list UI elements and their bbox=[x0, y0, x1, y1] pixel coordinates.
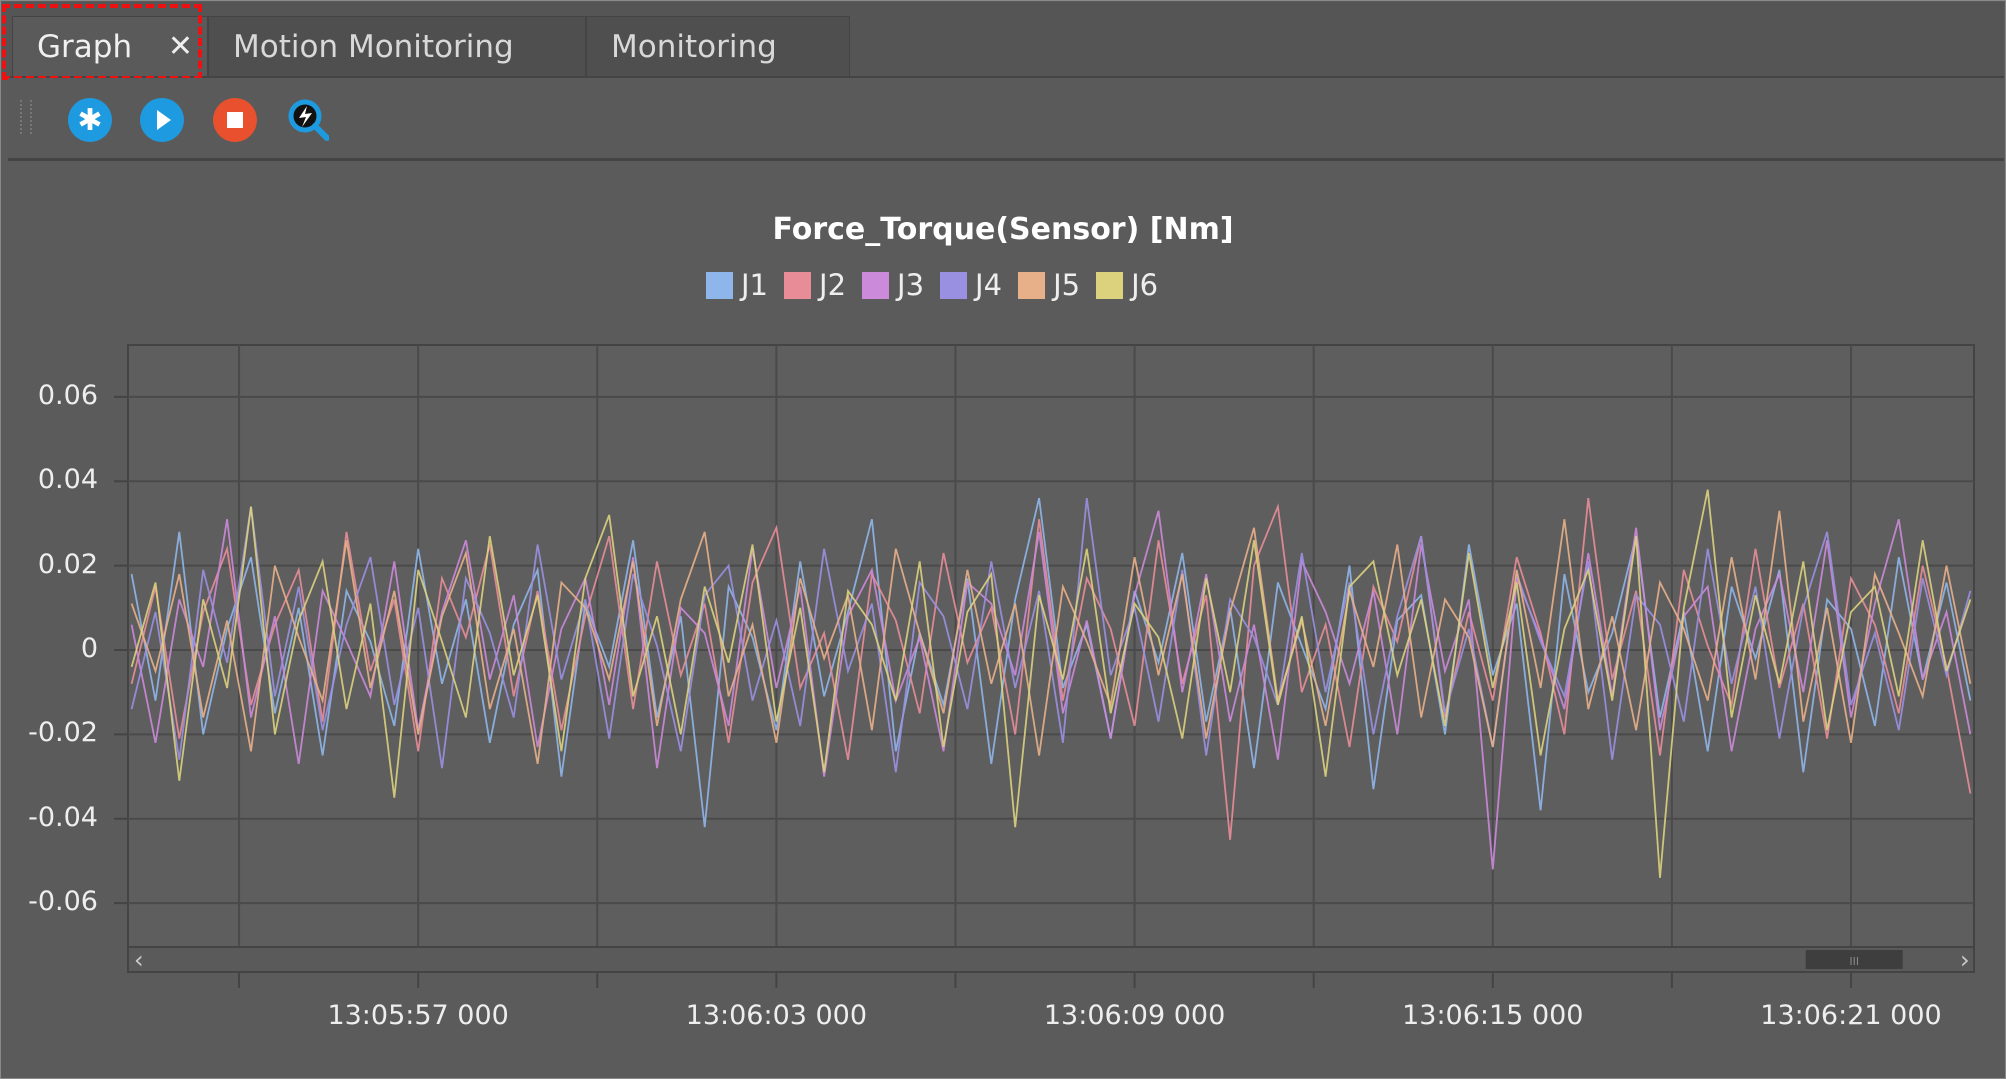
legend: J1 J2 J3 J4 J5 J6 bbox=[706, 268, 1158, 302]
play-icon[interactable] bbox=[140, 98, 184, 142]
scrollbar-thumb[interactable] bbox=[1805, 950, 1903, 969]
legend-label: J3 bbox=[897, 268, 925, 302]
legend-swatch bbox=[1096, 271, 1124, 299]
legend-label: J4 bbox=[975, 268, 1003, 302]
scrollbar-grip-icon: III bbox=[1849, 955, 1859, 968]
legend-swatch bbox=[862, 271, 890, 299]
y-tick-label: 0 bbox=[80, 633, 98, 664]
series-line-j1 bbox=[130, 497, 1972, 828]
scroll-left-arrow[interactable]: ‹ bbox=[134, 946, 144, 974]
series-line-j2 bbox=[130, 497, 1972, 840]
tab-monitoring[interactable]: Monitoring bbox=[586, 16, 850, 76]
x-tick-label: 13:06:09 000 bbox=[1043, 1000, 1226, 1031]
legend-swatch bbox=[940, 271, 968, 299]
legend-item-j6: J6 bbox=[1096, 268, 1158, 302]
legend-swatch bbox=[706, 271, 733, 299]
toolbar: ✱ bbox=[8, 78, 2004, 161]
search-refresh-icon[interactable] bbox=[285, 98, 329, 142]
tab-motion-monitoring[interactable]: Motion Monitoring bbox=[208, 16, 586, 76]
horizontal-scrollbar[interactable] bbox=[127, 946, 1975, 973]
legend-label: J5 bbox=[1053, 268, 1081, 302]
x-tick-label: 13:06:21 000 bbox=[1760, 1000, 1942, 1031]
scroll-right-arrow[interactable]: › bbox=[1960, 946, 1970, 974]
y-tick-label: -0.04 bbox=[28, 801, 98, 833]
toolbar-grip[interactable] bbox=[20, 100, 32, 134]
x-tick-label: 13:06:15 000 bbox=[1402, 1000, 1584, 1031]
tab-label: Graph bbox=[37, 29, 133, 65]
x-tick-label: 13:06:03 000 bbox=[685, 1000, 868, 1031]
legend-item-j4: J4 bbox=[940, 268, 1002, 302]
legend-item-j2: J2 bbox=[784, 268, 846, 302]
gear-icon[interactable]: ✱ bbox=[68, 98, 112, 142]
legend-swatch bbox=[1018, 271, 1046, 299]
legend-label: J6 bbox=[1131, 268, 1159, 302]
y-tick-label: 0.04 bbox=[37, 464, 98, 496]
series-line-j6 bbox=[130, 489, 1972, 878]
tab-bar: Graph ✕ Motion Monitoring Monitoring bbox=[2, 2, 2004, 78]
y-tick-label: -0.06 bbox=[28, 886, 98, 918]
tab-label: Motion Monitoring bbox=[233, 29, 514, 65]
legend-label: J2 bbox=[819, 268, 847, 302]
y-tick-label: 0.02 bbox=[37, 548, 98, 580]
tab-graph[interactable]: Graph ✕ bbox=[12, 16, 208, 76]
close-icon[interactable]: ✕ bbox=[167, 29, 193, 64]
legend-item-j5: J5 bbox=[1018, 268, 1080, 302]
tab-label: Monitoring bbox=[611, 29, 777, 65]
series-line-j5 bbox=[130, 510, 1972, 765]
legend-item-j1: J1 bbox=[706, 268, 768, 302]
legend-item-j3: J3 bbox=[862, 268, 924, 302]
legend-swatch bbox=[784, 271, 812, 299]
stop-icon[interactable] bbox=[213, 98, 257, 142]
chart-title: Force_Torque(Sensor) [Nm] bbox=[772, 212, 1234, 247]
x-tick-label: 13:05:57 000 bbox=[327, 1000, 509, 1031]
legend-label: J1 bbox=[741, 268, 769, 302]
y-tick-label: 0.06 bbox=[37, 379, 98, 411]
y-tick-label: -0.02 bbox=[28, 717, 98, 749]
